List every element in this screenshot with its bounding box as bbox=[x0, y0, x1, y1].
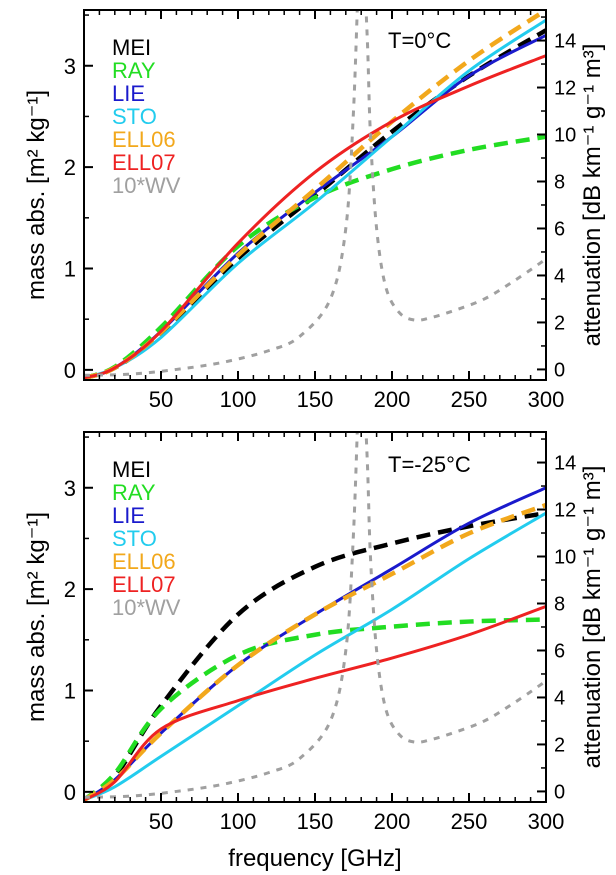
top-panel-legend-lie: LIE bbox=[112, 81, 145, 106]
top-panel-y2-tick-label: 14 bbox=[554, 31, 576, 53]
top-panel-temperature: T=0°C bbox=[388, 28, 451, 53]
top-panel-legend-ell07: ELL07 bbox=[112, 150, 176, 175]
top-panel-y2-tick-label: 4 bbox=[554, 265, 565, 287]
top-panel-legend-10-wv: 10*WV bbox=[112, 173, 181, 198]
top-panel-legend-mei: MEI bbox=[112, 35, 151, 60]
bottom-panel-y-tick-label: 0 bbox=[64, 780, 76, 805]
bottom-panel-legend-ray: RAY bbox=[112, 480, 156, 505]
bottom-panel-y-tick-label: 3 bbox=[64, 476, 76, 501]
bottom-panel-x-tick-label: 50 bbox=[149, 809, 173, 834]
top-panel-y2-tick-label: 8 bbox=[554, 171, 565, 193]
top-panel-x-tick-label: 300 bbox=[528, 387, 565, 412]
bottom-panel-y2-tick-label: 12 bbox=[554, 500, 576, 522]
top-panel-y2-tick-label: 0 bbox=[554, 359, 565, 381]
top-panel-x-tick-label: 50 bbox=[149, 387, 173, 412]
bottom-panel-legend-ell07: ELL07 bbox=[112, 572, 176, 597]
bottom-panel-series-10-wv bbox=[84, 432, 546, 799]
bottom-panel-series-ray bbox=[84, 617, 546, 802]
bottom-panel-y2-tick-label: 14 bbox=[554, 453, 576, 475]
bottom-panel-legend-10-wv: 10*WV bbox=[112, 595, 181, 620]
top-panel-series-ell07 bbox=[84, 54, 546, 380]
top-panel-y2-tick-label: 2 bbox=[554, 312, 565, 334]
top-panel-x-tick-label: 200 bbox=[374, 387, 411, 412]
bottom-panel-y2-tick-label: 4 bbox=[554, 687, 565, 709]
top-panel-legend-sto: STO bbox=[112, 104, 157, 129]
bottom-panel-right-axis-label: attenuation [dB km⁻¹ g⁻¹ m³] bbox=[579, 466, 606, 769]
top-panel-series-10-wv bbox=[84, 10, 546, 377]
bottom-panel-x-tick-label: 200 bbox=[374, 809, 411, 834]
top-panel-series-lie bbox=[84, 34, 546, 380]
bottom-panel-x-tick-label: 300 bbox=[528, 809, 565, 834]
bottom-panel-legend-sto: STO bbox=[112, 526, 157, 551]
top-panel-y2-tick-label: 10 bbox=[554, 125, 576, 147]
bottom-panel-legend-mei: MEI bbox=[112, 457, 151, 482]
bottom-panel-series-sto bbox=[84, 511, 546, 802]
x-axis-label: frequency [GHz] bbox=[228, 845, 401, 872]
bottom-panel-legend-lie: LIE bbox=[112, 503, 145, 528]
bottom-panel-y2-tick-label: 2 bbox=[554, 734, 565, 756]
top-panel-left-axis-label: mass abs. [m² kg⁻¹] bbox=[23, 90, 50, 300]
bottom-panel-y2-tick-label: 10 bbox=[554, 547, 576, 569]
bottom-panel-y-tick-label: 2 bbox=[64, 577, 76, 602]
top-panel-y-tick-label: 3 bbox=[64, 54, 76, 79]
bottom-panel-temperature: T=-25°C bbox=[388, 452, 471, 477]
bottom-panel-x-tick-label: 100 bbox=[220, 809, 257, 834]
bottom-panel-y2-tick-label: 6 bbox=[554, 640, 565, 662]
top-panel-right-axis-label: attenuation [dB km⁻¹ g⁻¹ m³] bbox=[579, 44, 606, 347]
bottom-panel-series bbox=[84, 432, 546, 802]
bottom-panel-left-axis-label: mass abs. [m² kg⁻¹] bbox=[23, 512, 50, 722]
bottom-panel-y2-tick-label: 8 bbox=[554, 593, 565, 615]
bottom-panel-x-tick-label: 150 bbox=[297, 809, 334, 834]
top-panel-y2-tick-label: 6 bbox=[554, 218, 565, 240]
top-panel-legend-ell06: ELL06 bbox=[112, 127, 176, 152]
top-panel-y-tick-label: 0 bbox=[64, 358, 76, 383]
bottom-panel-y2-tick-label: 0 bbox=[554, 781, 565, 803]
top-panel-series bbox=[84, 10, 546, 380]
top-panel-y2-tick-label: 12 bbox=[554, 78, 576, 100]
bottom-panel-x-tick-label: 250 bbox=[451, 809, 488, 834]
top-panel-x-tick-label: 150 bbox=[297, 387, 334, 412]
top-panel-x-tick-label: 100 bbox=[220, 387, 257, 412]
top-panel-y-tick-label: 2 bbox=[64, 155, 76, 180]
top-panel-y-tick-label: 1 bbox=[64, 256, 76, 281]
bottom-panel-series-ell07 bbox=[84, 604, 546, 802]
top-panel-legend-ray: RAY bbox=[112, 58, 156, 83]
top-panel-x-tick-label: 250 bbox=[451, 387, 488, 412]
bottom-panel-y-tick-label: 1 bbox=[64, 678, 76, 703]
bottom-panel-legend-ell06: ELL06 bbox=[112, 549, 176, 574]
